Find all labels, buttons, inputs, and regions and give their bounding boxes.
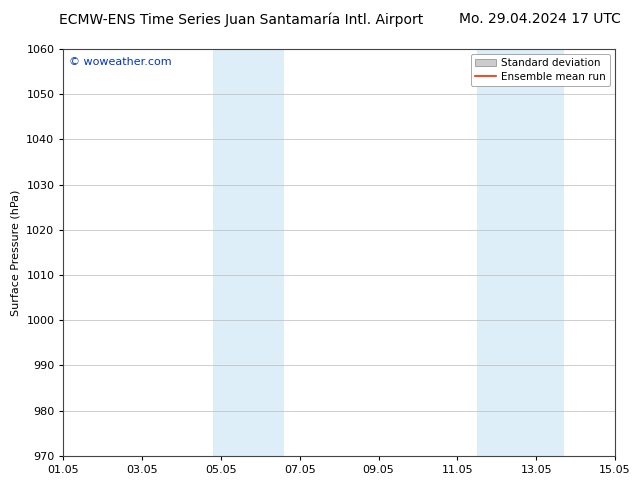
Text: Mo. 29.04.2024 17 UTC: Mo. 29.04.2024 17 UTC xyxy=(460,12,621,26)
Bar xyxy=(213,49,284,456)
Bar xyxy=(477,49,564,456)
Text: © woweather.com: © woweather.com xyxy=(69,57,172,67)
Y-axis label: Surface Pressure (hPa): Surface Pressure (hPa) xyxy=(11,189,21,316)
Legend: Standard deviation, Ensemble mean run: Standard deviation, Ensemble mean run xyxy=(470,54,610,86)
Text: ECMW-ENS Time Series Juan Santamaría Intl. Airport: ECMW-ENS Time Series Juan Santamaría Int… xyxy=(59,12,423,27)
